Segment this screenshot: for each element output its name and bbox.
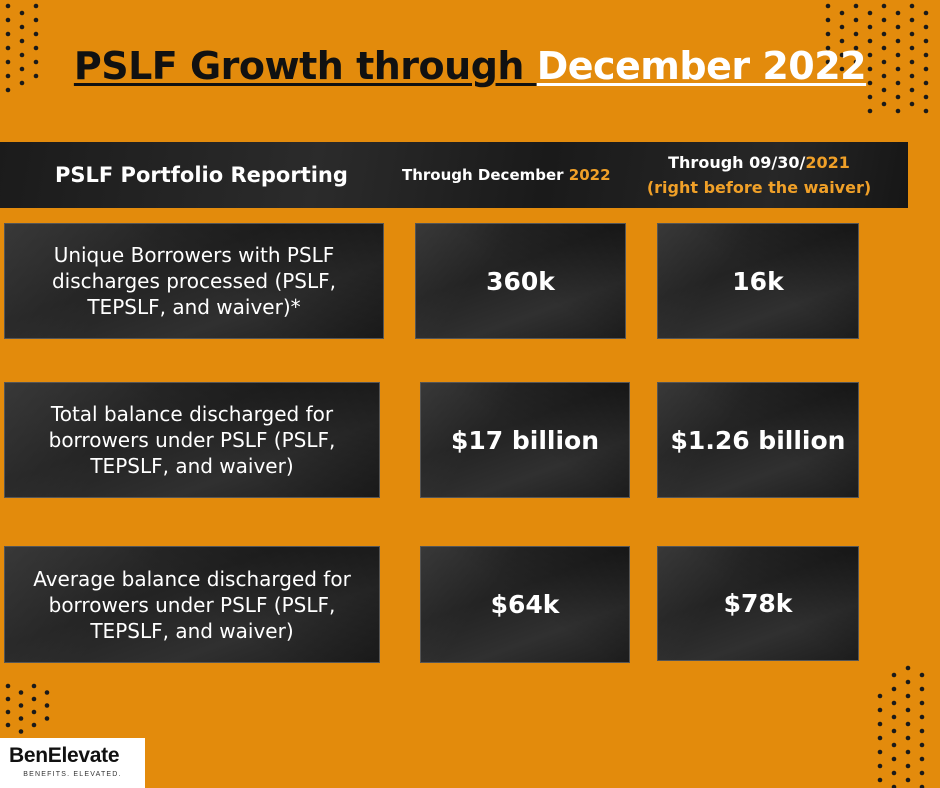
row-2-label: Total balance discharged for borrowers u…: [4, 382, 380, 498]
header-sep-prefix: Through 09/30/: [668, 153, 806, 172]
title-part-2: December 2022: [536, 44, 867, 88]
header-sep-note: (right before the waiver): [646, 178, 872, 197]
row-3-dec-2022-value: $64k: [420, 546, 630, 663]
row-2-sep-2021-value: $1.26 billion: [657, 382, 859, 498]
header-dec-year: 2022: [568, 166, 611, 184]
dot-pattern-bottom-right: [870, 662, 940, 788]
row-3-label: Average balance discharged for borrowers…: [4, 546, 380, 663]
row-1-dec-2022-value: 360k: [415, 223, 626, 339]
benelevate-logo: BenElevate BENEFITS. ELEVATED.: [0, 738, 145, 788]
logo-tagline: BENEFITS. ELEVATED.: [23, 771, 122, 778]
title-part-1: PSLF Growth through: [73, 44, 537, 88]
header-sep-year: 2021: [805, 153, 850, 172]
header-dec-prefix: Through December: [402, 166, 569, 184]
table-header-bar: PSLF Portfolio Reporting Through Decembe…: [0, 142, 908, 208]
logo-name: BenElevate: [9, 744, 120, 767]
row-2-dec-2022-value: $17 billion: [420, 382, 630, 498]
row-1-label: Unique Borrowers with PSLF discharges pr…: [4, 223, 384, 339]
header-column-december-2022: Through December 2022: [402, 142, 611, 208]
page-title: PSLF Growth through December 2022: [0, 44, 940, 88]
header-column-sept-2021: Through 09/30/2021 (right before the wai…: [646, 150, 872, 200]
dot-pattern-bottom-left: [0, 680, 60, 736]
row-3-sep-2021-value: $78k: [657, 546, 859, 661]
header-portfolio-label: PSLF Portfolio Reporting: [55, 163, 348, 187]
row-1-sep-2021-value: 16k: [657, 223, 859, 339]
